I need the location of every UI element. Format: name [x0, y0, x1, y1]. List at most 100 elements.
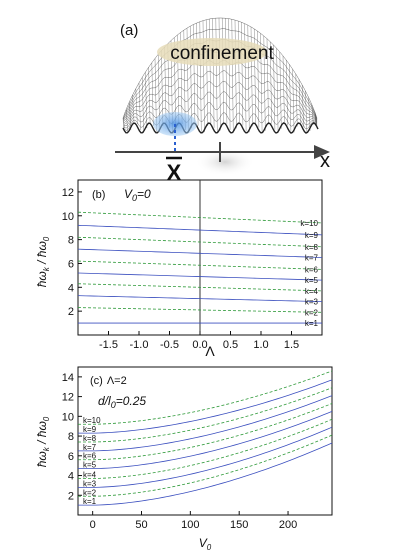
mesh-contour: [122, 70, 318, 124]
series-label: k=7: [305, 254, 319, 263]
series-k-8: [78, 387, 333, 443]
svg-text:ħωk / ħω0: ħωk / ħω0: [35, 236, 51, 287]
mesh-line: [270, 41, 272, 124]
series-label: k=9: [305, 231, 319, 240]
mesh-ripple-floor: [122, 122, 319, 134]
panel-a-label: (a): [120, 22, 138, 39]
series-label: k=7: [83, 443, 97, 452]
mesh-line: [212, 18, 215, 128]
panel-c-ylabel: ħωk / ħω0: [35, 416, 51, 467]
x-axis-arrowhead: [314, 145, 330, 159]
series-k-3: [78, 426, 333, 488]
panel-b-series: [77, 180, 323, 335]
mesh-contour: [122, 81, 318, 125]
panel-b-param: V0=0: [124, 187, 151, 203]
series-label: k=8: [83, 434, 97, 443]
panel-c-series-labels: k=1k=2k=3k=4k=5k=6k=7k=8k=9k=10: [83, 416, 101, 506]
series-label: k=10: [83, 416, 101, 425]
panel-b-ylabel: ħωk / ħω0: [35, 236, 51, 287]
y-tick-label: 8: [68, 235, 74, 247]
y-tick-label: 12: [62, 187, 74, 199]
mesh-line: [148, 67, 151, 124]
mesh-line: [228, 18, 231, 130]
panel-b-xlabel: Λ: [205, 343, 215, 359]
y-tick-label: 10: [62, 411, 74, 423]
svg-text:ħωk / ħω0: ħωk / ħω0: [35, 416, 51, 467]
series-label: k=5: [83, 461, 97, 470]
x-tick-label: 150: [230, 519, 248, 531]
series-k-1: [78, 442, 333, 506]
mesh-line: [282, 55, 285, 124]
series-k-4: [78, 418, 333, 479]
mesh-line: [273, 44, 276, 130]
x-tick-label: 100: [181, 519, 199, 531]
mesh-contour: [122, 91, 318, 127]
mesh-line: [286, 59, 288, 126]
panel-c-xlabel: V0: [199, 536, 212, 552]
series-k-9: [78, 379, 333, 434]
confinement-label-bg: [157, 38, 267, 66]
series-k-7: [77, 248, 323, 258]
x-tick-label: 0.0: [192, 339, 207, 351]
x-tick-label: 50: [135, 519, 147, 531]
series-label: k=5: [305, 276, 319, 285]
y-tick-label: 8: [68, 431, 74, 443]
series-label: k=2: [83, 488, 97, 497]
series-k-5: [77, 272, 323, 281]
confinement-mesh: [122, 17, 319, 134]
mesh-line: [241, 22, 244, 126]
mesh-contour: [122, 17, 318, 119]
series-label: k=1: [83, 497, 97, 506]
y-tick-label: 12: [62, 392, 74, 404]
panel-b-ticks: -1.5 -1.0 -0.5 0.0 0.5 1.0 1.5 2 4 6 8 10 12: [62, 187, 299, 351]
series-k-2: [77, 307, 323, 313]
x-tick-label: -1.0: [130, 339, 149, 351]
y-tick-label: 14: [62, 372, 74, 384]
x-tick-label: 200: [279, 519, 297, 531]
x-tick-label: 0.5: [223, 339, 238, 351]
mesh-line: [206, 19, 208, 127]
mesh-contour: [122, 28, 318, 120]
series-k-2: [78, 434, 333, 497]
series-label: k=2: [305, 308, 319, 317]
panel-b-label: (b): [92, 189, 105, 201]
confinement-label: confinement: [170, 43, 274, 64]
y-tick-label: 4: [68, 282, 74, 294]
series-k-8: [77, 236, 323, 248]
series-k-10: [78, 370, 333, 425]
series-label: k=9: [83, 425, 97, 434]
xbar-label: X: [167, 160, 182, 185]
mesh-line: [218, 17, 221, 131]
mesh-line: [225, 18, 228, 124]
panel-c-series: [78, 370, 333, 506]
series-k-6: [78, 403, 333, 461]
panel-c-frame: [77, 366, 333, 516]
mesh-line: [231, 19, 234, 133]
mesh-line: [234, 20, 237, 129]
mesh-contour: [122, 101, 318, 129]
shadow-blob: [195, 148, 255, 176]
y-tick-label: 2: [68, 490, 74, 502]
y-tick-label: 10: [62, 211, 74, 223]
mesh-line: [145, 72, 148, 129]
panel-c-label: (c) Λ=2: [90, 375, 127, 387]
mesh-line: [305, 90, 308, 133]
series-label: k=3: [305, 298, 319, 307]
series-label: k=3: [83, 479, 97, 488]
series-label: k=6: [83, 452, 97, 461]
mesh-line: [161, 50, 164, 127]
mesh-line: [132, 94, 135, 125]
mesh-line: [142, 77, 144, 133]
mesh-line: [151, 62, 154, 126]
y-tick-label: 4: [68, 471, 74, 483]
series-label: k=4: [305, 287, 319, 296]
mesh-line: [222, 17, 224, 125]
x-tick-label: 1.5: [284, 339, 299, 351]
x-tick-label: -1.5: [99, 339, 118, 351]
series-k-6: [77, 260, 323, 270]
x-tick-label: 1.0: [253, 339, 268, 351]
mesh-line: [289, 64, 292, 132]
x-tick-label: -0.5: [160, 339, 179, 351]
